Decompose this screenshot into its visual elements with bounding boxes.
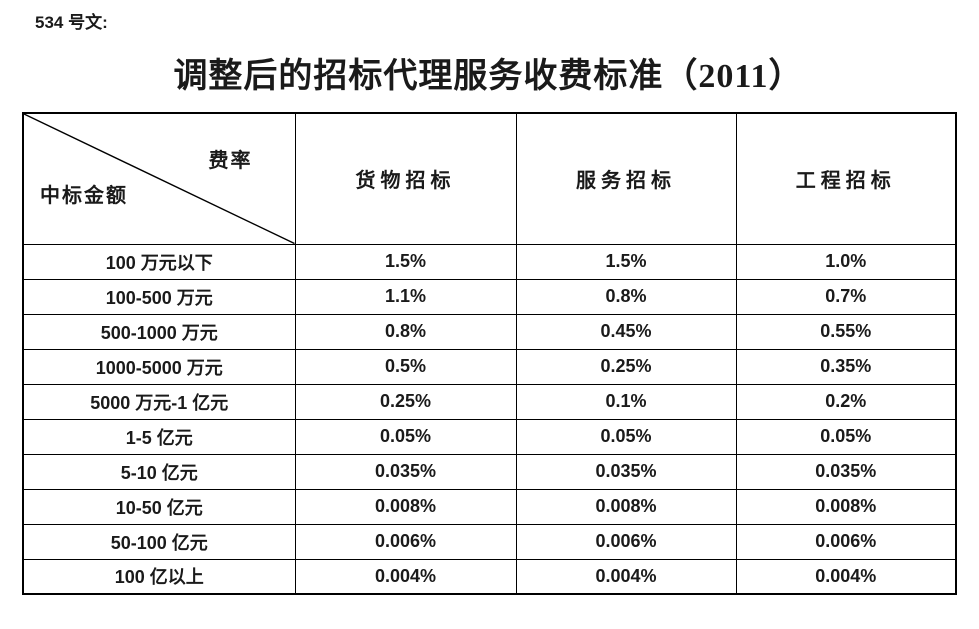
column-header-goods: 货物招标 bbox=[294, 112, 517, 245]
rate-cell: 1.5% bbox=[294, 243, 517, 280]
row-label: 50-100 亿元 bbox=[22, 523, 296, 560]
fee-rate-table: 费率 中标金额 货物招标 服务招标 工程招标 100 万元以下 1.5% 1.5… bbox=[22, 112, 957, 595]
diagonal-divider-line bbox=[24, 114, 295, 244]
rate-cell: 0.25% bbox=[294, 383, 517, 420]
rate-cell: 0.45% bbox=[515, 313, 737, 350]
rate-cell: 0.8% bbox=[294, 313, 517, 350]
table-row: 5-10 亿元 0.035% 0.035% 0.035% bbox=[22, 453, 957, 490]
rate-cell: 0.035% bbox=[735, 453, 957, 490]
table-header-row: 费率 中标金额 货物招标 服务招标 工程招标 bbox=[22, 112, 957, 245]
rate-cell: 0.008% bbox=[515, 488, 737, 525]
row-label: 500-1000 万元 bbox=[22, 313, 296, 350]
rate-cell: 0.7% bbox=[735, 278, 957, 315]
row-label: 5000 万元-1 亿元 bbox=[22, 383, 296, 420]
rate-cell: 0.1% bbox=[515, 383, 737, 420]
column-header-engineering: 工程招标 bbox=[735, 112, 957, 245]
rate-cell: 0.008% bbox=[294, 488, 517, 525]
rate-cell: 0.004% bbox=[735, 558, 957, 595]
rate-cell: 0.006% bbox=[294, 523, 517, 560]
table-row: 1-5 亿元 0.05% 0.05% 0.05% bbox=[22, 418, 957, 455]
rate-cell: 0.035% bbox=[294, 453, 517, 490]
table-row: 10-50 亿元 0.008% 0.008% 0.008% bbox=[22, 488, 957, 525]
corner-amount-label: 中标金额 bbox=[40, 184, 128, 207]
table-row: 100-500 万元 1.1% 0.8% 0.7% bbox=[22, 278, 957, 315]
row-label: 100 亿以上 bbox=[22, 558, 296, 595]
table-row: 50-100 亿元 0.006% 0.006% 0.006% bbox=[22, 523, 957, 560]
rate-cell: 0.008% bbox=[735, 488, 957, 525]
rate-cell: 1.0% bbox=[735, 243, 957, 280]
column-header-service: 服务招标 bbox=[515, 112, 737, 245]
table-row: 100 亿以上 0.004% 0.004% 0.004% bbox=[22, 558, 957, 595]
rate-cell: 0.05% bbox=[735, 418, 957, 455]
table-row: 500-1000 万元 0.8% 0.45% 0.55% bbox=[22, 313, 957, 350]
row-label: 100-500 万元 bbox=[22, 278, 296, 315]
rate-cell: 1.1% bbox=[294, 278, 517, 315]
diagonal-corner-cell: 费率 中标金额 bbox=[22, 112, 296, 245]
rate-cell: 0.006% bbox=[735, 523, 957, 560]
rate-cell: 0.004% bbox=[294, 558, 517, 595]
row-label: 10-50 亿元 bbox=[22, 488, 296, 525]
rate-cell: 0.5% bbox=[294, 348, 517, 385]
document-ref-label: 534 号文: bbox=[35, 13, 108, 32]
row-label: 1000-5000 万元 bbox=[22, 348, 296, 385]
rate-cell: 0.05% bbox=[515, 418, 737, 455]
page-title: 调整后的招标代理服务收费标准（2011） bbox=[173, 58, 804, 95]
rate-cell: 0.8% bbox=[515, 278, 737, 315]
table-row: 100 万元以下 1.5% 1.5% 1.0% bbox=[22, 243, 957, 280]
rate-cell: 0.35% bbox=[735, 348, 957, 385]
row-label: 1-5 亿元 bbox=[22, 418, 296, 455]
rate-cell: 0.05% bbox=[294, 418, 517, 455]
row-label: 100 万元以下 bbox=[22, 243, 296, 280]
rate-cell: 0.25% bbox=[515, 348, 737, 385]
row-label: 5-10 亿元 bbox=[22, 453, 296, 490]
rate-cell: 0.006% bbox=[515, 523, 737, 560]
table-row: 5000 万元-1 亿元 0.25% 0.1% 0.2% bbox=[22, 383, 957, 420]
rate-cell: 1.5% bbox=[515, 243, 737, 280]
table-row: 1000-5000 万元 0.5% 0.25% 0.35% bbox=[22, 348, 957, 385]
rate-cell: 0.004% bbox=[515, 558, 737, 595]
rate-cell: 0.035% bbox=[515, 453, 737, 490]
rate-cell: 0.55% bbox=[735, 313, 957, 350]
corner-rate-label: 费率 bbox=[208, 150, 253, 172]
rate-cell: 0.2% bbox=[735, 383, 957, 420]
